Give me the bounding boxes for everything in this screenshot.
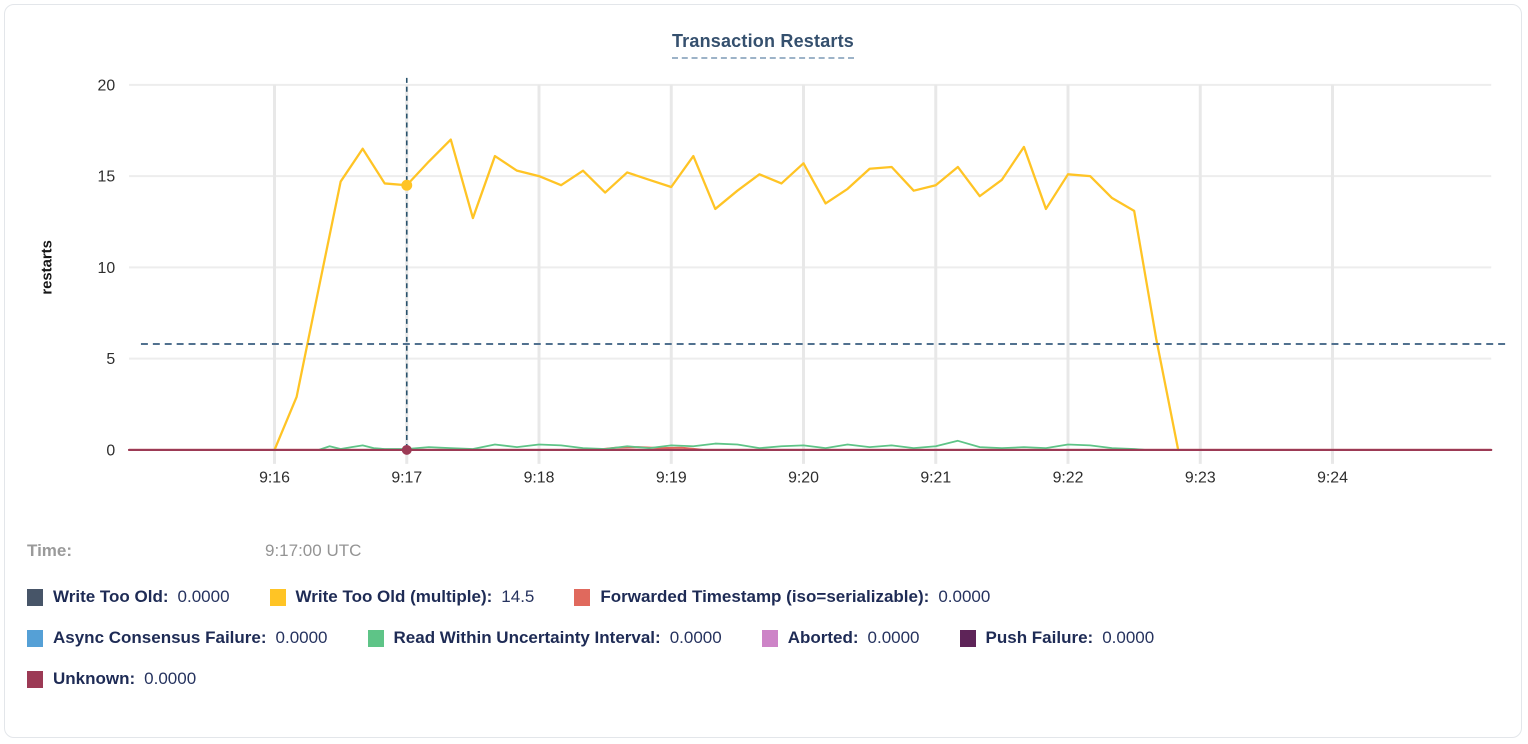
transaction-restarts-card: Transaction Restarts 0 5 10 15 20 9:16 9:17 9:1… xyxy=(4,4,1522,738)
x-tick-label: 9:16 xyxy=(259,470,290,487)
legend-label: Aborted: xyxy=(787,628,859,648)
hover-dot-unknown xyxy=(401,444,412,455)
transaction-restarts-chart[interactable]: 0 5 10 15 20 9:16 9:17 9:18 9:19 9:20 9:21 9:22 9:23… xyxy=(5,63,1521,511)
hover-dot-write-too-old-multiple xyxy=(401,179,413,191)
legend-label: Write Too Old: xyxy=(53,587,169,607)
y-tick-label: 5 xyxy=(106,351,115,368)
x-tick-label: 9:23 xyxy=(1185,470,1216,487)
hover-time-label: Time: xyxy=(27,541,73,561)
y-tick-label: 15 xyxy=(98,169,116,186)
legend-item-unknown: Unknown: 0.0000 xyxy=(27,669,196,689)
y-tick-label: 10 xyxy=(98,260,116,277)
legend-item-forwarded-timestamp-iso-serializable: Forwarded Timestamp (iso=serializable): 0… xyxy=(574,587,990,607)
hover-time-value: 9:17:00 UTC xyxy=(265,541,362,561)
legend-swatch-forwarded-timestamp-iso-serializable xyxy=(574,588,591,606)
legend-value: 0.0000 xyxy=(144,669,197,689)
legend-value: 0.0000 xyxy=(177,587,230,607)
legend-value: 14.5 xyxy=(501,587,535,607)
legend-label: Async Consensus Failure: xyxy=(53,628,267,648)
y-tick-label: 20 xyxy=(98,77,116,94)
legend-item-push-failure: Push Failure: 0.0000 xyxy=(959,628,1155,648)
legend-swatch-unknown xyxy=(27,670,43,688)
legend-label: Unknown: xyxy=(53,669,136,689)
y-tick-label: 0 xyxy=(106,442,115,459)
series-line-write-too-old-multiple xyxy=(273,138,1180,452)
legend-item-write-too-old: Write Too Old: 0.0000 xyxy=(27,587,230,607)
legend-swatch-write-too-old xyxy=(27,588,43,606)
legend-item-read-within-uncertainty-interval: Read Within Uncertainty Interval: 0.0000 xyxy=(367,628,722,648)
legend-value: 0.0000 xyxy=(669,628,722,648)
legend-row: Async Consensus Failure: 0.0000 Read Withi… xyxy=(27,628,1521,648)
x-tick-label: 9:22 xyxy=(1053,470,1084,487)
series-line-read-within-uncertainty-interval xyxy=(317,439,1147,451)
legend-value: 0.0000 xyxy=(867,628,920,648)
x-tick-label: 9:17 xyxy=(391,470,422,487)
legend-item-async-consensus-failure: Async Consensus Failure: 0.0000 xyxy=(27,628,328,648)
legend-label: Forwarded Timestamp (iso=serializable): xyxy=(600,587,930,607)
chart-legend: Write Too Old: 0.0000 Write Too Old (multi… xyxy=(27,587,1521,689)
legend-label: Write Too Old (multiple): xyxy=(295,587,493,607)
chart-title-wrap: Transaction Restarts xyxy=(5,5,1521,63)
x-tick-label: 9:24 xyxy=(1317,470,1348,487)
legend-swatch-read-within-uncertainty-interval xyxy=(367,629,384,647)
legend-swatch-async-consensus-failure xyxy=(27,629,43,647)
legend-value: 0.0000 xyxy=(275,628,328,648)
legend-label: Read Within Uncertainty Interval: xyxy=(393,628,661,648)
x-tick-label: 9:19 xyxy=(656,470,687,487)
chart-title[interactable]: Transaction Restarts xyxy=(671,31,855,59)
legend-item-aborted: Aborted: 0.0000 xyxy=(761,628,920,648)
legend-value: 0.0000 xyxy=(938,587,991,607)
legend-row: Write Too Old: 0.0000 Write Too Old (multi… xyxy=(27,587,1521,607)
legend-swatch-aborted xyxy=(761,629,778,647)
legend-label: Push Failure: xyxy=(985,628,1094,648)
x-tick-label: 9:21 xyxy=(920,470,951,487)
legend-row: Unknown: 0.0000 xyxy=(27,669,1521,689)
x-tick-label: 9:20 xyxy=(788,470,819,487)
legend-swatch-write-too-old-multiple xyxy=(269,588,286,606)
legend-item-write-too-old-multiple: Write Too Old (multiple): 14.5 xyxy=(269,587,535,607)
legend-swatch-push-failure xyxy=(959,629,976,647)
x-tick-label: 9:18 xyxy=(524,470,555,487)
hover-time-row: Time: 9:17:00 UTC xyxy=(27,541,1521,561)
legend-value: 0.0000 xyxy=(1102,628,1155,648)
y-axis-title: restarts xyxy=(40,240,56,295)
